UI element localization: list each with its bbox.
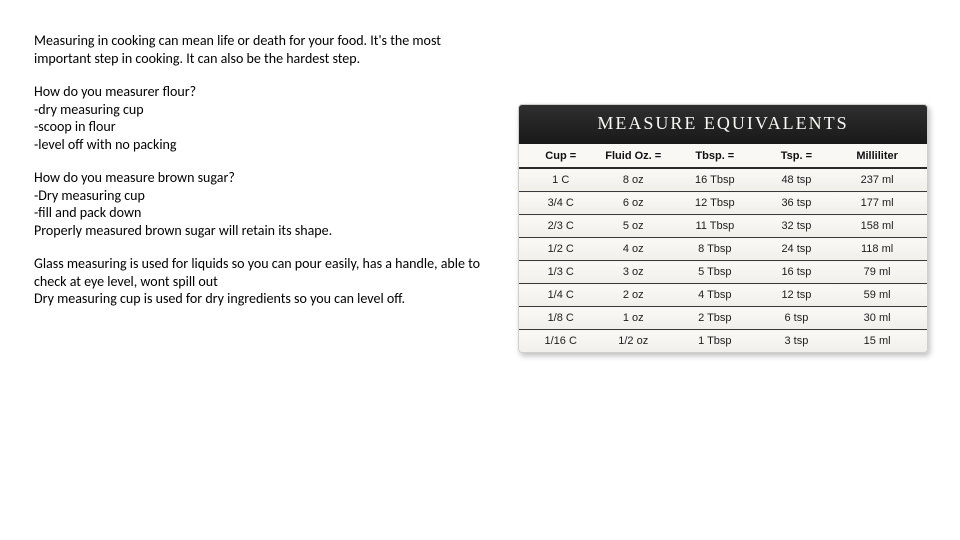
table-cell: 16 tsp	[756, 261, 838, 284]
sugar-note: Properly measured brown sugar will retai…	[34, 222, 488, 240]
table-cell: 11 Tbsp	[674, 215, 756, 238]
table-row: 1/3 C3 oz5 Tbsp16 tsp79 ml	[519, 261, 927, 284]
table-row: 1/2 C4 oz8 Tbsp24 tsp118 ml	[519, 238, 927, 261]
table-cell: 8 Tbsp	[674, 238, 756, 261]
table-cell: 158 ml	[837, 215, 927, 238]
table-cell: 79 ml	[837, 261, 927, 284]
table-cell: 1 Tbsp	[674, 330, 756, 353]
glass-note: Glass measuring is used for liquids so y…	[34, 255, 488, 290]
equivalents-title: MEASURE EQUIVALENTS	[519, 105, 927, 144]
col-header: Tsp. =	[756, 144, 838, 168]
table-cell: 1/8 C	[519, 307, 592, 330]
table-row: 1 C8 oz16 Tbsp48 tsp237 ml	[519, 168, 927, 192]
table-cell: 3 tsp	[756, 330, 838, 353]
table-cell: 1 C	[519, 168, 592, 192]
table-cell: 3/4 C	[519, 192, 592, 215]
col-header: Tbsp. =	[674, 144, 756, 168]
table-cell: 1/16 C	[519, 330, 592, 353]
table-cell: 1/2 C	[519, 238, 592, 261]
col-header: Fluid Oz. =	[592, 144, 674, 168]
col-header: Cup =	[519, 144, 592, 168]
sugar-block: How do you measure brown sugar? -Dry mea…	[34, 169, 488, 239]
table-cell: 36 tsp	[756, 192, 838, 215]
table-cell: 3 oz	[592, 261, 674, 284]
table-cell: 1/2 oz	[592, 330, 674, 353]
table-row: 1/4 C2 oz4 Tbsp12 tsp59 ml	[519, 284, 927, 307]
table-cell: 237 ml	[837, 168, 927, 192]
table-cell: 30 ml	[837, 307, 927, 330]
equivalents-table: Cup = Fluid Oz. = Tbsp. = Tsp. = Millili…	[519, 144, 927, 352]
equivalents-tbody: 1 C8 oz16 Tbsp48 tsp237 ml3/4 C6 oz12 Tb…	[519, 168, 927, 352]
flour-question: How do you measurer flour?	[34, 83, 488, 101]
flour-item: -dry measuring cup	[34, 101, 488, 119]
table-cell: 2/3 C	[519, 215, 592, 238]
table-cell: 59 ml	[837, 284, 927, 307]
table-cell: 2 oz	[592, 284, 674, 307]
table-cell: 12 tsp	[756, 284, 838, 307]
sugar-item: -Dry measuring cup	[34, 187, 488, 205]
table-cell: 4 Tbsp	[674, 284, 756, 307]
table-cell: 15 ml	[837, 330, 927, 353]
table-cell: 48 tsp	[756, 168, 838, 192]
table-row: 1/16 C1/2 oz1 Tbsp3 tsp15 ml	[519, 330, 927, 353]
table-cell: 177 ml	[837, 192, 927, 215]
table-cell: 32 tsp	[756, 215, 838, 238]
table-header-row: Cup = Fluid Oz. = Tbsp. = Tsp. = Millili…	[519, 144, 927, 168]
table-cell: 5 Tbsp	[674, 261, 756, 284]
flour-item: -scoop in flour	[34, 118, 488, 136]
flour-item: -level off with no packing	[34, 136, 488, 154]
sugar-item: -fill and pack down	[34, 204, 488, 222]
table-cell: 1 oz	[592, 307, 674, 330]
table-cell: 8 oz	[592, 168, 674, 192]
table-cell: 6 tsp	[756, 307, 838, 330]
chart-column: MEASURE EQUIVALENTS Cup = Fluid Oz. = Tb…	[504, 32, 942, 516]
table-row: 2/3 C5 oz11 Tbsp32 tsp158 ml	[519, 215, 927, 238]
table-row: 3/4 C6 oz12 Tbsp36 tsp177 ml	[519, 192, 927, 215]
table-cell: 4 oz	[592, 238, 674, 261]
table-cell: 1/4 C	[519, 284, 592, 307]
flour-block: How do you measurer flour? -dry measurin…	[34, 83, 488, 153]
table-cell: 2 Tbsp	[674, 307, 756, 330]
table-cell: 5 oz	[592, 215, 674, 238]
table-cell: 118 ml	[837, 238, 927, 261]
col-header: Milliliter	[837, 144, 927, 168]
equivalents-card: MEASURE EQUIVALENTS Cup = Fluid Oz. = Tb…	[518, 104, 928, 353]
table-row: 1/8 C1 oz2 Tbsp6 tsp30 ml	[519, 307, 927, 330]
dry-note: Dry measuring cup is used for dry ingred…	[34, 290, 488, 308]
table-cell: 16 Tbsp	[674, 168, 756, 192]
sugar-question: How do you measure brown sugar?	[34, 169, 488, 187]
intro-paragraph: Measuring in cooking can mean life or de…	[34, 32, 488, 67]
cup-types-block: Glass measuring is used for liquids so y…	[34, 255, 488, 308]
table-cell: 1/3 C	[519, 261, 592, 284]
table-cell: 24 tsp	[756, 238, 838, 261]
table-cell: 12 Tbsp	[674, 192, 756, 215]
table-cell: 6 oz	[592, 192, 674, 215]
text-column: Measuring in cooking can mean life or de…	[34, 32, 504, 516]
